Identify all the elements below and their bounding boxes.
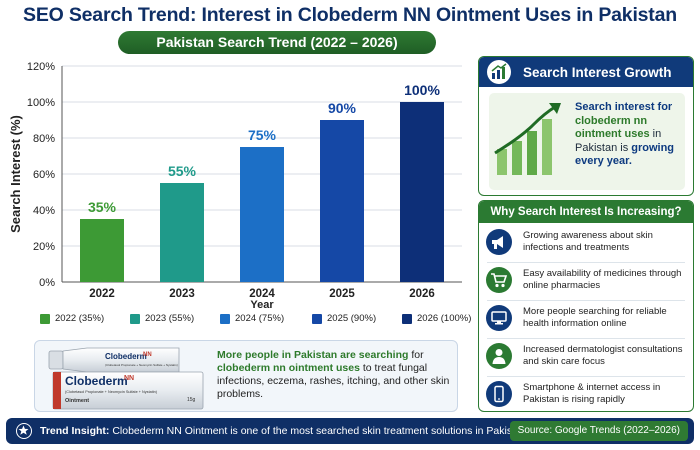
growth-text-1: Search interest for: [575, 101, 673, 113]
ointment-tube-image: Clobederm NN (Clobetasol Propionate + Ne…: [48, 347, 204, 410]
trend-insight-text: Clobederm NN Ointment is one of the most…: [109, 425, 530, 437]
growth-panel-text: Search interest for clobederm nn ointmen…: [575, 101, 683, 169]
tube-brand: Clobederm: [105, 352, 147, 361]
legend-swatch: [40, 313, 50, 324]
y-tick-label: 80%: [33, 133, 55, 145]
product-text-lead: More people in Pakistan are searching: [217, 349, 409, 361]
x-tick-label: 2026: [409, 288, 435, 300]
x-tick-label: 2022: [89, 288, 115, 300]
product-info-box: Clobederm NN (Clobetasol Propionate + Ne…: [34, 340, 458, 412]
reason-text: Increased dermatologist consultations an…: [523, 344, 683, 367]
legend-label: 2024 (75%): [235, 313, 285, 324]
reason-divider: [487, 338, 685, 339]
trend-insight: Trend Insight: Clobederm NN Ointment is …: [40, 425, 530, 437]
x-tick-label: 2025: [329, 288, 355, 300]
tube-brand-mark: NN: [143, 352, 152, 358]
y-tick-label: 20%: [33, 241, 55, 253]
data-label: 100%: [404, 82, 440, 98]
growth-panel: Search Interest Growth Search interest f…: [478, 56, 694, 196]
smartphone-icon: [486, 381, 512, 407]
reason-text: Growing awareness about skin infections …: [523, 230, 653, 253]
star-icon: [16, 423, 32, 439]
legend-item: 2023 (55%): [130, 313, 194, 324]
legend-label: 2025 (90%): [327, 313, 377, 324]
growth-text-keyword: clobederm nn ointment uses: [575, 114, 650, 141]
reason-text: More people searching for reliable healt…: [523, 306, 667, 329]
bar: [160, 183, 204, 282]
y-tick-label: 60%: [33, 169, 55, 181]
legend-item: 2025 (90%): [312, 313, 376, 324]
product-text-for: for: [408, 349, 424, 361]
tube-composition: (Clobetasol Propionate + Neomycin Sulfat…: [105, 363, 178, 367]
footer-bar: Trend Insight: Clobederm NN Ointment is …: [6, 418, 694, 444]
legend-swatch: [402, 313, 412, 324]
reason-text: Easy availability of medicines through o…: [523, 268, 682, 291]
x-tick-label: 2024: [249, 288, 275, 300]
y-tick-label: 100%: [27, 97, 55, 109]
legend-label: 2023 (55%): [145, 313, 195, 324]
box-brand-mark: NN: [124, 375, 134, 382]
growth-text-4: growing every year.: [575, 141, 675, 168]
growth-panel-body: Search interest for clobederm nn ointmen…: [489, 93, 685, 190]
megaphone-icon: [486, 229, 512, 255]
growth-illustration-icon: [494, 103, 561, 175]
data-label: 75%: [248, 127, 277, 143]
legend-swatch: [220, 313, 230, 324]
y-tick-label: 120%: [27, 61, 55, 73]
bar: [80, 219, 124, 282]
x-axis-label: Year: [250, 299, 274, 311]
box-brand: Clobederm: [65, 374, 128, 388]
growth-panel-header: Search Interest Growth: [479, 57, 693, 87]
reason-item: Growing awareness about skin infections …: [479, 225, 693, 262]
source-badge: Source: Google Trends (2022–2026): [509, 421, 688, 441]
reason-item: Increased dermatologist consultations an…: [479, 339, 693, 376]
reason-item: Easy availability of medicines through o…: [479, 263, 693, 300]
product-text-rest: to treat fungal infections, eczema, rash…: [217, 362, 450, 400]
legend-label: 2022 (35%): [55, 313, 105, 324]
reason-divider: [487, 262, 685, 263]
cart-icon: [486, 267, 512, 293]
chart-subtitle: Pakistan Search Trend (2022 – 2026): [118, 31, 436, 54]
reason-divider: [487, 300, 685, 301]
reason-text: Smartphone & internet access in Pakistan…: [523, 382, 661, 405]
y-axis-label: Search Interest (%): [8, 115, 23, 233]
monitor-icon: [486, 305, 512, 331]
growth-panel-title: Search Interest Growth: [523, 65, 672, 80]
box-weight: 15g: [187, 397, 196, 403]
page-title: SEO Search Trend: Interest in Clobederm …: [23, 4, 677, 26]
data-label: 90%: [328, 100, 357, 116]
reason-item: Smartphone & internet access in Pakistan…: [479, 377, 693, 411]
legend-swatch: [130, 313, 140, 324]
data-label: 35%: [88, 199, 117, 215]
data-label: 55%: [168, 163, 197, 179]
bar: [400, 102, 444, 282]
search-trend-chart: 0% 20% 40% 60% 80% 100% 120% 35% 2022 55% 2023 75% 2…: [8, 61, 462, 311]
chart-legend: 2022 (35%) 2023 (55%) 2024 (75%) 2025 (90%)…: [40, 313, 471, 327]
legend-label: 2026 (100%): [417, 313, 472, 324]
legend-item: 2022 (35%): [40, 313, 104, 324]
product-text-keyword: clobederm nn ointment uses: [217, 362, 360, 374]
reason-item: More people searching for reliable healt…: [479, 301, 693, 338]
box-form: Ointment: [65, 398, 89, 404]
product-description: More people in Pakistan are searching fo…: [217, 349, 452, 401]
legend-item: 2026 (100%): [402, 313, 471, 324]
legend-swatch: [312, 313, 322, 324]
trend-insight-label: Trend Insight:: [40, 425, 110, 437]
legend-item: 2024 (75%): [220, 313, 284, 324]
bar: [320, 120, 364, 282]
box-composition: (Clobetasol Propionate + Neomycin Sulfat…: [65, 390, 158, 394]
growth-chart-icon: [487, 60, 511, 84]
bar: [240, 147, 284, 282]
reasons-panel: Why Search Interest Is Increasing? Growi…: [478, 200, 694, 412]
growth-text-3: in Pakistan is: [575, 128, 662, 154]
reasons-panel-title: Why Search Interest Is Increasing?: [479, 201, 693, 223]
x-tick-label: 2023: [169, 288, 195, 300]
doctor-icon: [486, 343, 512, 369]
y-tick-label: 40%: [33, 205, 55, 217]
reason-divider: [487, 376, 685, 377]
y-tick-label: 0%: [39, 277, 55, 289]
